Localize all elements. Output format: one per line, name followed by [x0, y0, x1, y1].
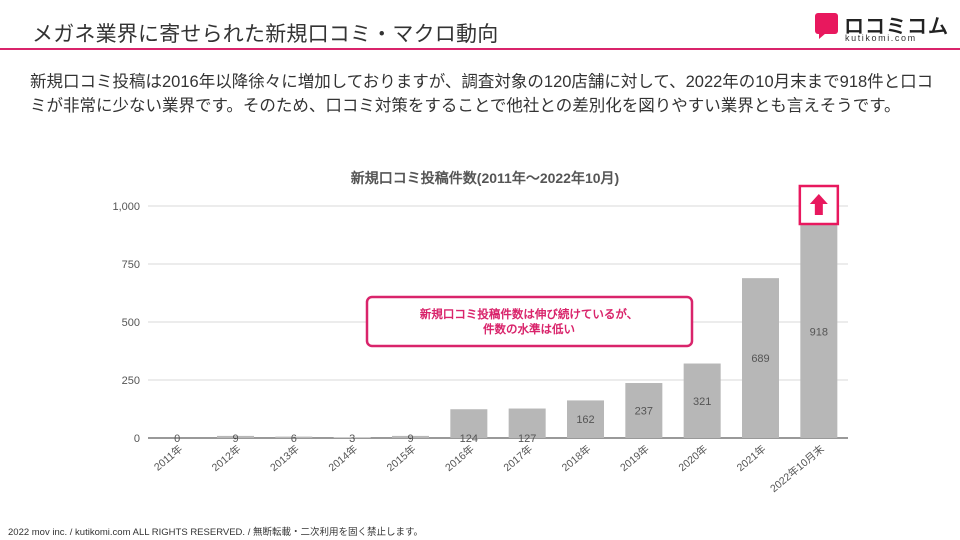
bar — [742, 278, 779, 438]
x-tick-label: 2014年 — [326, 442, 360, 474]
y-tick-label: 250 — [122, 375, 140, 387]
bar — [683, 363, 721, 438]
x-tick-label: 2021年 — [734, 442, 768, 474]
y-tick-label: 500 — [122, 317, 140, 329]
bar — [333, 437, 371, 438]
header-divider — [0, 48, 960, 50]
y-tick-label: 1,000 — [112, 201, 140, 213]
x-tick-label: 2017年 — [501, 442, 535, 474]
bar-value-label: 127 — [518, 433, 536, 445]
x-tick-label: 2015年 — [384, 442, 418, 474]
annotation-box — [365, 295, 694, 348]
bar-value-label: 6 — [291, 433, 297, 445]
y-tick-label: 0 — [134, 433, 140, 445]
x-tick-label: 2012年 — [209, 442, 243, 474]
x-axis-ticks: 2011年 2012年 2013年 2014年 2015年 2016年 2017年 2018年… — [151, 442, 827, 495]
x-tick-label: 2011年 — [151, 442, 185, 473]
bar-value-label: 9 — [232, 433, 238, 445]
logo-subtext: kutikomi.com — [845, 33, 917, 43]
chart-annotation: 新規口コミ投稿件数は伸び続けているが、件数の水準は低い — [365, 295, 694, 348]
x-tick-label: 2018年 — [559, 442, 593, 474]
x-tick-label: 2020年 — [676, 442, 710, 474]
page-description: 新規口コミ投稿は2016年以降徐々に増加しておりますが、調査対象の120店舗に対… — [30, 73, 934, 115]
bar-value-label: 124 — [460, 433, 478, 445]
x-tick-label: 2019年 — [617, 442, 651, 474]
x-tick-label: 2022年10月末 — [767, 442, 827, 495]
bar — [508, 408, 546, 438]
y-axis-ticks: 0 250 500 750 1,000 — [112, 201, 140, 445]
bar — [392, 435, 429, 438]
bar — [567, 400, 604, 438]
bar — [800, 225, 838, 438]
bar-value-label: 689 — [751, 353, 769, 365]
bar-value-label: 9 — [407, 433, 413, 445]
logo-text: ロコミコム — [844, 16, 949, 38]
bar-value-label: 162 — [576, 414, 594, 426]
page-title: メガネ業界に寄せられた新規口コミ・マクロ動向 — [32, 23, 499, 46]
x-tick-label: 2013年 — [267, 442, 301, 474]
bar-value-label: 918 — [810, 327, 828, 339]
y-tick-label: 750 — [122, 259, 140, 271]
speech-bubble-icon — [815, 13, 838, 39]
header: メガネ業界に寄せられた新規口コミ・マクロ動向 ロコミコム kutikomi.co… — [0, 0, 960, 52]
copyright-footer: 2022 mov inc. / kutikomi.com ALL RIGHTS … — [8, 527, 424, 538]
bar — [625, 383, 663, 438]
annotation-text: 件数の水準は低い — [483, 322, 575, 336]
x-tick-label: 2016年 — [442, 442, 476, 474]
bar-value-label: 237 — [635, 406, 653, 418]
chart-title: 新規口コミ投稿件数(2011年〜2022年10月) — [351, 170, 619, 186]
bar-value-label: 321 — [693, 396, 711, 408]
bar — [217, 435, 254, 438]
bar — [275, 436, 313, 438]
bar — [450, 409, 488, 438]
chart-highlight — [798, 184, 840, 226]
annotation-text: 新規口コミ投稿件数は伸び続けているが、 — [420, 307, 638, 321]
up-arrow-icon — [798, 184, 840, 226]
logo: ロコミコム kutikomi.com — [814, 10, 948, 44]
bar-value-label: 3 — [349, 433, 355, 445]
bar-value-label: 0 — [174, 433, 180, 445]
chart-bars: 0 9 6 3 9 124 127 162 237 321 689 918 — [174, 225, 838, 445]
